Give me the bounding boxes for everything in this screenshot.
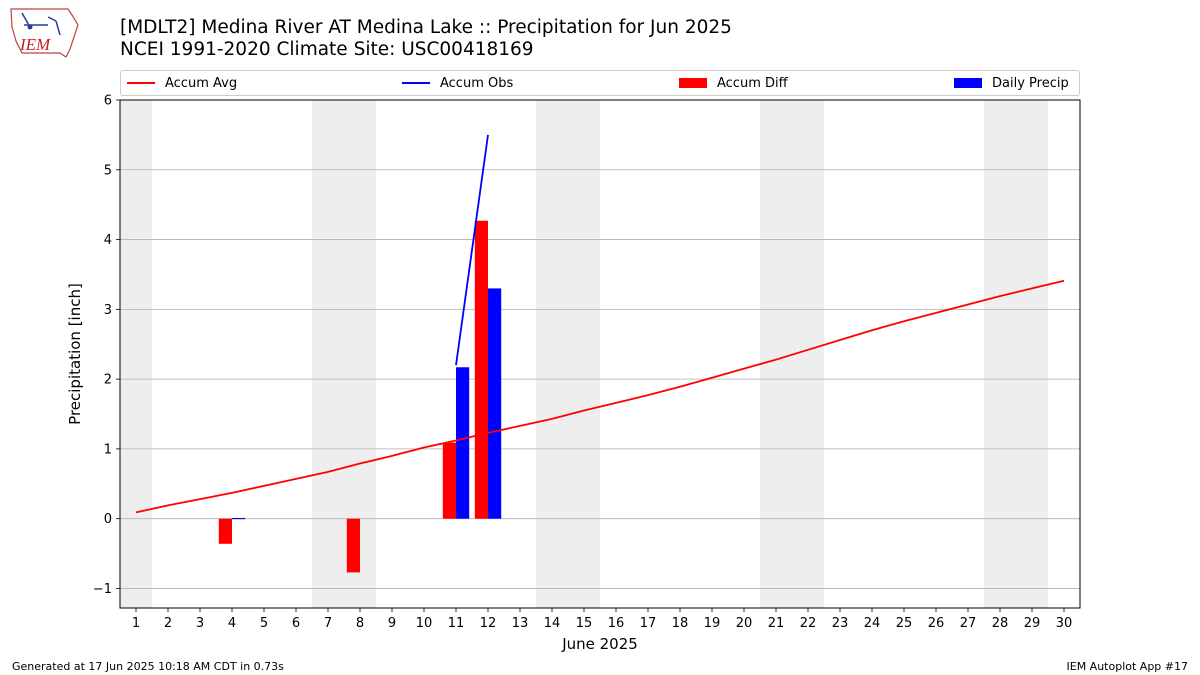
legend-swatch-accum-diff [679,78,707,88]
tick-label-x-17: 17 [640,616,657,631]
legend-label-daily-precip: Daily Precip [992,75,1069,91]
legend-swatch-accum-avg [127,82,155,84]
legend-item-daily-precip: Daily Precip [954,71,1069,95]
legend: Accum Avg Accum Obs Accum Diff Daily Pre… [120,70,1080,96]
tick-label-x-5: 5 [260,616,268,631]
tick-label-x-11: 11 [448,616,465,631]
tick-label-x-10: 10 [416,616,433,631]
footer-app: IEM Autoplot App #17 [1066,660,1189,673]
tick-label-x-1: 1 [132,616,140,631]
tick-label-y-5: 5 [104,163,112,178]
tick-label-x-8: 8 [356,616,364,631]
tick-label-x-13: 13 [512,616,529,631]
tick-label-x-7: 7 [324,616,332,631]
chart-title: [MDLT2] Medina River AT Medina Lake :: P… [120,17,732,38]
tick-label-y-1: 1 [104,442,112,457]
tick-label-y-2: 2 [104,373,112,388]
weather-station-icon [21,12,61,36]
tick-label-x-19: 19 [704,616,721,631]
tick-label-x-20: 20 [736,616,753,631]
bar-accum-diff-8 [346,518,360,573]
weekend-band-1 [312,100,376,608]
weekend-band-0 [120,100,152,608]
legend-label-accum-obs: Accum Obs [440,75,514,91]
tick-label-x-23: 23 [832,616,849,631]
tick-label-x-29: 29 [1024,616,1041,631]
tick-label-x-21: 21 [768,616,785,631]
tick-label-x-24: 24 [864,616,881,631]
legend-item-accum-avg: Accum Avg [127,71,237,95]
tick-label-x-6: 6 [292,616,300,631]
tick-label-x-27: 27 [960,616,977,631]
legend-label-accum-diff: Accum Diff [717,75,788,91]
tick-label-y-3: 3 [104,303,112,318]
bar-accum-diff-12 [474,220,488,519]
tick-label-y-6: 6 [104,94,112,109]
tick-label-x-3: 3 [196,616,204,631]
tick-label-x-14: 14 [544,616,561,631]
legend-item-accum-obs: Accum Obs [402,71,513,95]
iem-logo: IEM [10,8,79,58]
tick-label-y-0: 0 [104,512,112,527]
legend-label-accum-avg: Accum Avg [165,75,238,91]
tick-label-x-12: 12 [480,616,497,631]
tick-label-x-22: 22 [800,616,817,631]
bar-accum-diff-11 [442,442,456,519]
weekend-band-2 [536,100,600,608]
bar-daily-precip-4 [232,517,246,520]
tick-label-x-26: 26 [928,616,945,631]
bar-daily-precip-12 [488,288,502,519]
tick-label-x-9: 9 [388,616,396,631]
line-accum-obs [455,134,489,366]
tick-label-y-4: 4 [104,233,112,248]
footer-generated: Generated at 17 Jun 2025 10:18 AM CDT in… [12,660,284,673]
tick-label-x-4: 4 [228,616,236,631]
logo-text: IEM [19,35,51,54]
chart-subtitle: NCEI 1991-2020 Climate Site: USC00418169 [120,39,534,60]
iowa-outline-icon [10,8,79,58]
tick-label-x-25: 25 [896,616,913,631]
bar-accum-diff-4 [218,518,232,544]
y-axis-label: Precipitation [inch] [66,283,84,425]
tick-label-x-30: 30 [1056,616,1073,631]
tick-label-x-16: 16 [608,616,625,631]
line-accum-avg [135,279,1065,514]
weekend-band-4 [984,100,1048,608]
tick-label-x-18: 18 [672,616,689,631]
tick-label-y--1: −1 [93,582,112,597]
tick-label-x-28: 28 [992,616,1009,631]
tick-label-x-2: 2 [164,616,172,631]
legend-swatch-daily-precip [954,78,982,88]
tick-label-x-15: 15 [576,616,593,631]
legend-item-accum-diff: Accum Diff [679,71,788,95]
bar-daily-precip-11 [456,367,470,519]
legend-swatch-accum-obs [402,82,430,84]
x-axis-label: June 2025 [561,635,638,653]
plot-frame [119,99,1081,609]
